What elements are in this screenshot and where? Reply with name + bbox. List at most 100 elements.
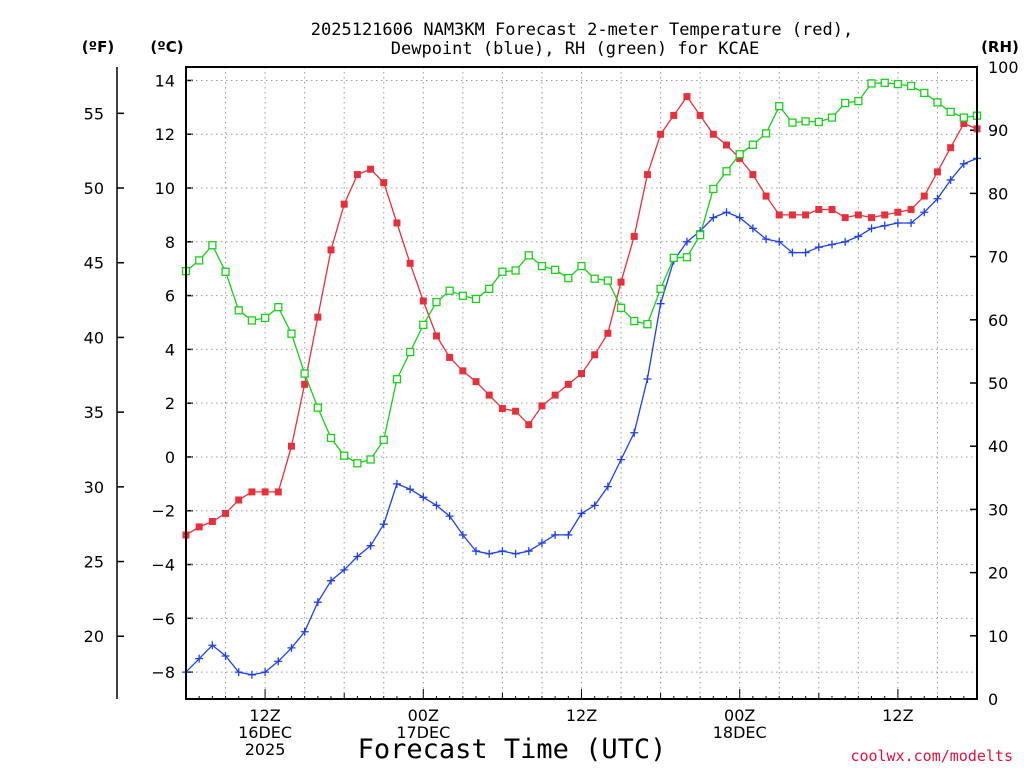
data-point	[946, 107, 955, 117]
data-point	[709, 184, 718, 194]
data-point	[762, 192, 770, 200]
data-point	[814, 117, 823, 127]
data-point	[498, 267, 507, 276]
data-point	[274, 303, 283, 312]
data-point	[920, 208, 929, 217]
data-point	[195, 654, 204, 663]
rh-tick-label: 50	[988, 374, 1008, 393]
data-point	[313, 403, 322, 412]
data-point	[301, 380, 309, 388]
data-point	[959, 159, 968, 168]
celsius-tick-label: −2	[151, 502, 175, 521]
celsius-tick-label: −4	[151, 556, 175, 575]
data-point	[603, 276, 613, 285]
celsius-tick-label: 6	[165, 287, 175, 306]
data-point	[577, 261, 586, 271]
data-point	[222, 509, 230, 517]
data-point	[854, 211, 862, 219]
rh-tick-label: 0	[988, 690, 998, 709]
data-point	[419, 493, 428, 502]
data-point	[946, 175, 955, 184]
data-point	[604, 329, 612, 337]
data-point	[603, 482, 612, 491]
data-point	[367, 165, 375, 173]
data-point	[512, 407, 520, 415]
rh-tick-label: 70	[988, 248, 1008, 267]
data-point	[788, 248, 797, 257]
data-point	[630, 232, 638, 240]
data-point	[841, 214, 849, 222]
data-point	[459, 367, 467, 375]
data-point	[854, 232, 863, 241]
data-point	[393, 219, 401, 227]
data-point	[379, 435, 388, 445]
data-point	[801, 248, 810, 257]
rh-tick-label: 30	[988, 500, 1008, 519]
data-point	[868, 214, 876, 222]
fahrenheit-tick-label: 55	[84, 104, 104, 123]
data-point	[248, 488, 256, 496]
time-tick-label: 12Z	[882, 706, 913, 725]
series-2-meter-temperature	[182, 93, 981, 539]
data-point	[854, 96, 863, 106]
rh-tick-label: 90	[988, 121, 1008, 140]
data-point	[380, 179, 388, 187]
data-point	[577, 509, 586, 518]
data-point	[616, 303, 626, 312]
data-point	[327, 246, 335, 254]
data-point	[234, 668, 243, 677]
series-rh	[181, 78, 982, 468]
data-point	[445, 512, 454, 521]
data-point	[590, 501, 599, 510]
data-point	[722, 208, 731, 217]
celsius-tick-label: 12	[155, 125, 175, 144]
data-point	[749, 171, 757, 179]
celsius-tick-label: 10	[155, 179, 175, 198]
data-point	[274, 657, 283, 666]
data-series	[181, 78, 982, 679]
celsius-tick-label: 8	[165, 233, 175, 252]
data-point	[432, 297, 441, 307]
data-point	[947, 144, 955, 152]
data-point	[353, 171, 361, 179]
data-point	[485, 284, 494, 293]
time-tick-label: 2025	[245, 740, 286, 759]
data-point	[630, 428, 639, 437]
rh-tick-label: 20	[988, 564, 1008, 583]
rh-tick-label: 60	[988, 311, 1008, 330]
fahrenheit-axis-header: (ºF)	[82, 38, 114, 56]
data-point	[933, 194, 942, 203]
data-point	[287, 329, 296, 338]
time-tick-label: 12Z	[249, 706, 280, 725]
data-point	[432, 501, 441, 510]
data-point	[709, 130, 717, 138]
data-point	[657, 130, 665, 138]
data-point	[669, 253, 678, 263]
data-point	[617, 278, 625, 286]
data-point	[841, 98, 850, 108]
celsius-tick-label: 2	[165, 394, 175, 413]
data-point	[406, 259, 414, 267]
data-point	[511, 549, 520, 558]
data-point	[578, 370, 585, 378]
data-point	[366, 541, 375, 550]
fahrenheit-tick-label: 40	[84, 328, 104, 347]
data-point	[933, 98, 942, 107]
data-point	[405, 347, 415, 357]
data-point	[696, 111, 704, 119]
celsius-tick-label: −8	[151, 663, 175, 682]
fahrenheit-tick-label: 45	[84, 254, 104, 273]
data-point	[735, 213, 744, 222]
data-point	[340, 565, 349, 574]
data-point	[419, 297, 427, 305]
data-point	[867, 79, 876, 88]
rh-tick-label: 80	[988, 184, 1008, 203]
data-point	[287, 442, 295, 450]
data-point	[195, 256, 204, 265]
data-point	[300, 369, 309, 378]
time-tick-label: 12Z	[566, 706, 597, 725]
data-point	[801, 117, 810, 126]
